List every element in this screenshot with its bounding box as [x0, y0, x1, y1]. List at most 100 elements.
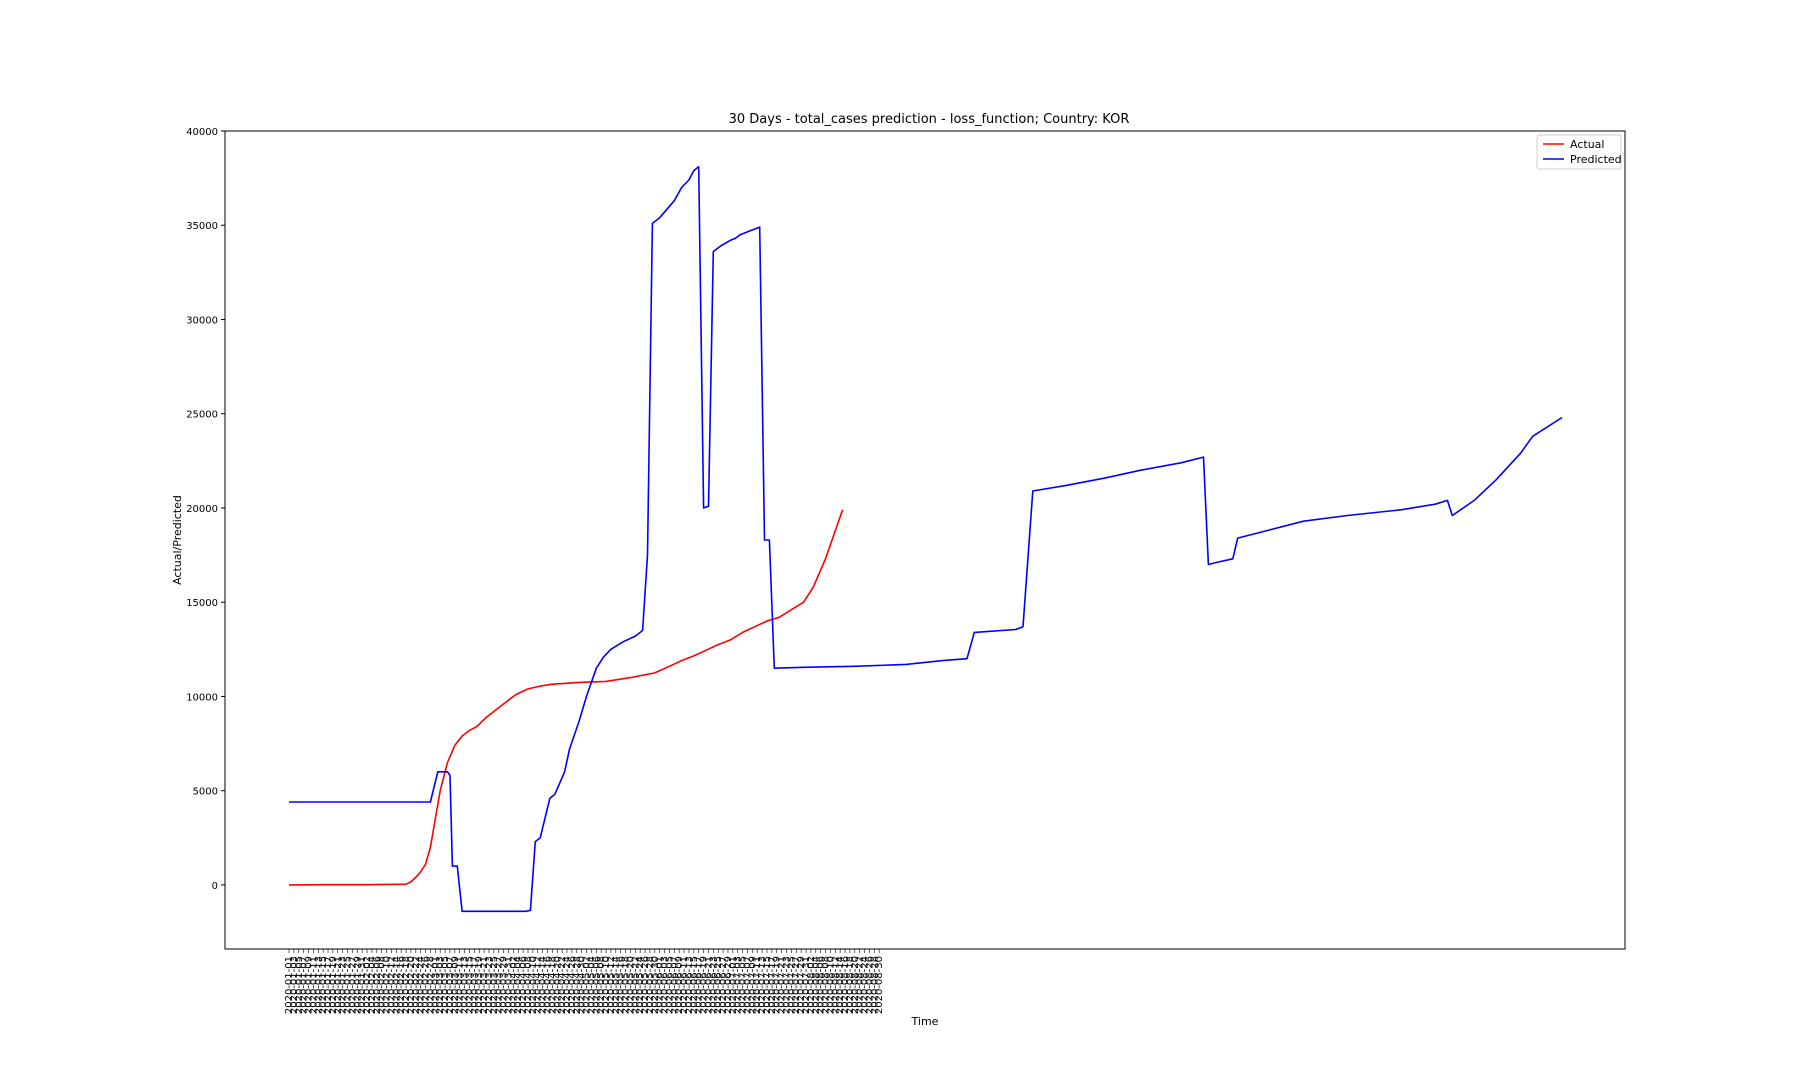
- x-tick-label: 2020-02-26: [421, 956, 432, 1014]
- x-tick-label: 2020-05-02: [582, 956, 593, 1014]
- series-layer: [288, 166, 1563, 913]
- x-tick-label: 2020-07-17: [767, 956, 778, 1014]
- x-tick-label: 2020-07-03: [733, 956, 744, 1014]
- x-tick-label: 2020-05-22: [630, 956, 641, 1014]
- x-axis: 2020-01-012020-01-032020-01-052020-01-07…: [284, 949, 885, 1014]
- x-tick-label: 2020-07-15: [762, 956, 773, 1014]
- x-tick-label: 2020-06-05: [664, 956, 675, 1014]
- y-tick-label: 35000: [186, 221, 218, 232]
- x-tick-label: 2020-08-06: [816, 956, 827, 1014]
- x-tick-label: 2020-06-17: [694, 956, 705, 1014]
- x-tick-label: 2020-08-14: [835, 956, 846, 1014]
- x-tick-label: 2020-03-11: [455, 956, 466, 1014]
- x-tick-label: 2020-03-13: [460, 956, 471, 1014]
- x-tick-label: 2020-05-28: [645, 956, 656, 1014]
- x-tick-label: 2020-08-18: [845, 956, 856, 1014]
- x-tick-label: 2020-05-16: [616, 956, 627, 1014]
- x-tick-label: 2020-07-25: [786, 956, 797, 1014]
- x-tick-label: 2020-06-21: [703, 956, 714, 1014]
- x-tick-label: 2020-01-03: [289, 956, 300, 1014]
- x-tick-label: 2020-08-20: [850, 956, 861, 1014]
- x-tick-label: 2020-03-17: [469, 956, 480, 1014]
- x-tick-label: 2020-06-19: [699, 956, 710, 1014]
- x-tick-label: 2020-06-07: [669, 956, 680, 1014]
- x-tick-label: 2020-08-08: [821, 956, 832, 1014]
- x-tick-label: 2020-07-05: [738, 956, 749, 1014]
- x-tick-label: 2020-02-14: [391, 956, 402, 1014]
- x-tick-label: 2020-05-18: [621, 956, 632, 1014]
- x-tick-label: 2020-05-14: [611, 956, 622, 1014]
- x-tick-label: 2020-08-28: [869, 956, 880, 1014]
- x-tick-label: 2020-08-26: [864, 956, 875, 1014]
- x-tick-label: 2020-01-17: [323, 956, 334, 1014]
- y-tick-label: 15000: [186, 598, 218, 609]
- x-tick-label: 2020-05-08: [596, 956, 607, 1014]
- x-tick-label: 2020-01-11: [308, 956, 319, 1014]
- x-tick-label: 2020-01-19: [328, 956, 339, 1014]
- x-tick-label: 2020-02-02: [362, 956, 373, 1014]
- legend-label-actual: Actual: [1570, 138, 1604, 151]
- x-tick-label: 2020-08-04: [811, 956, 822, 1014]
- x-tick-label: 2020-01-23: [338, 956, 349, 1014]
- x-tick-label: 2020-04-10: [528, 956, 539, 1014]
- x-tick-label: 2020-06-25: [713, 956, 724, 1014]
- x-tick-label: 2020-04-24: [562, 956, 573, 1014]
- x-tick-label: 2020-05-30: [650, 956, 661, 1014]
- x-tick-label: 2020-07-21: [777, 956, 788, 1014]
- x-tick-label: 2020-05-06: [591, 956, 602, 1014]
- x-tick-label: 2020-04-26: [567, 956, 578, 1014]
- legend-label-predicted: Predicted: [1570, 153, 1622, 166]
- series-line-predicted: [289, 166, 1563, 913]
- x-axis-label: Time: [911, 1015, 939, 1028]
- x-tick-label: 2020-04-20: [552, 956, 563, 1014]
- x-tick-label: 2020-06-29: [723, 956, 734, 1014]
- x-tick-label: 2020-01-27: [347, 956, 358, 1014]
- x-tick-label: 2020-04-16: [543, 956, 554, 1014]
- x-tick-label: 2020-02-12: [386, 956, 397, 1014]
- x-tick-label: 2020-07-11: [752, 956, 763, 1014]
- x-tick-label: 2020-07-27: [791, 956, 802, 1014]
- x-tick-label: 2020-03-05: [440, 956, 451, 1014]
- x-tick-label: 2020-03-07: [445, 956, 456, 1014]
- x-tick-label: 2020-02-10: [382, 956, 393, 1014]
- x-tick-label: 2020-08-24: [860, 956, 871, 1014]
- x-tick-label: 2020-06-27: [718, 956, 729, 1014]
- x-tick-label: 2020-02-16: [396, 956, 407, 1014]
- y-tick-label: 0: [212, 881, 218, 892]
- x-tick-label: 2020-05-12: [606, 956, 617, 1014]
- x-tick-label: 2020-01-31: [357, 956, 368, 1014]
- x-tick-label: 2020-03-19: [474, 956, 485, 1014]
- x-tick-label: 2020-07-07: [742, 956, 753, 1014]
- chart-title: 30 Days - total_cases prediction - loss_…: [729, 112, 1130, 127]
- x-tick-label: 2020-05-04: [586, 956, 597, 1014]
- x-tick-label: 2020-04-28: [572, 956, 583, 1014]
- x-tick-label: 2020-07-31: [801, 956, 812, 1014]
- x-tick-label: 2020-02-08: [377, 956, 388, 1014]
- x-tick-label: 2020-06-09: [674, 956, 685, 1014]
- x-tick-label: 2020-01-13: [313, 956, 324, 1014]
- y-tick-label: 20000: [186, 504, 218, 515]
- y-tick-label: 40000: [186, 127, 218, 138]
- x-tick-label: 2020-02-20: [406, 956, 417, 1014]
- x-tick-label: 2020-03-21: [479, 956, 490, 1014]
- x-tick-label: 2020-04-06: [518, 956, 529, 1014]
- x-tick-label: 2020-07-23: [781, 956, 792, 1014]
- x-tick-label: 2020-04-12: [533, 956, 544, 1014]
- x-tick-label: 2020-02-06: [372, 956, 383, 1014]
- x-tick-label: 2020-08-10: [825, 956, 836, 1014]
- x-tick-label: 2020-01-09: [304, 956, 315, 1014]
- x-tick-label: 2020-05-10: [601, 956, 612, 1014]
- x-tick-label: 2020-06-13: [684, 956, 695, 1014]
- x-tick-label: 2020-04-02: [508, 956, 519, 1014]
- x-tick-label: 2020-01-25: [343, 956, 354, 1014]
- x-tick-label: 2020-04-22: [557, 956, 568, 1014]
- x-tick-label: 2020-01-05: [294, 956, 305, 1014]
- x-tick-label: 2020-01-21: [333, 956, 344, 1014]
- x-tick-label: 2020-05-24: [635, 956, 646, 1014]
- x-tick-label: 2020-04-14: [538, 956, 549, 1014]
- x-tick-label: 2020-01-29: [352, 956, 363, 1014]
- x-tick-label: 2020-08-30: [874, 956, 885, 1014]
- x-tick-label: 2020-04-08: [523, 956, 534, 1014]
- x-tick-label: 2020-02-04: [367, 956, 378, 1014]
- x-tick-label: 2020-08-22: [855, 956, 866, 1014]
